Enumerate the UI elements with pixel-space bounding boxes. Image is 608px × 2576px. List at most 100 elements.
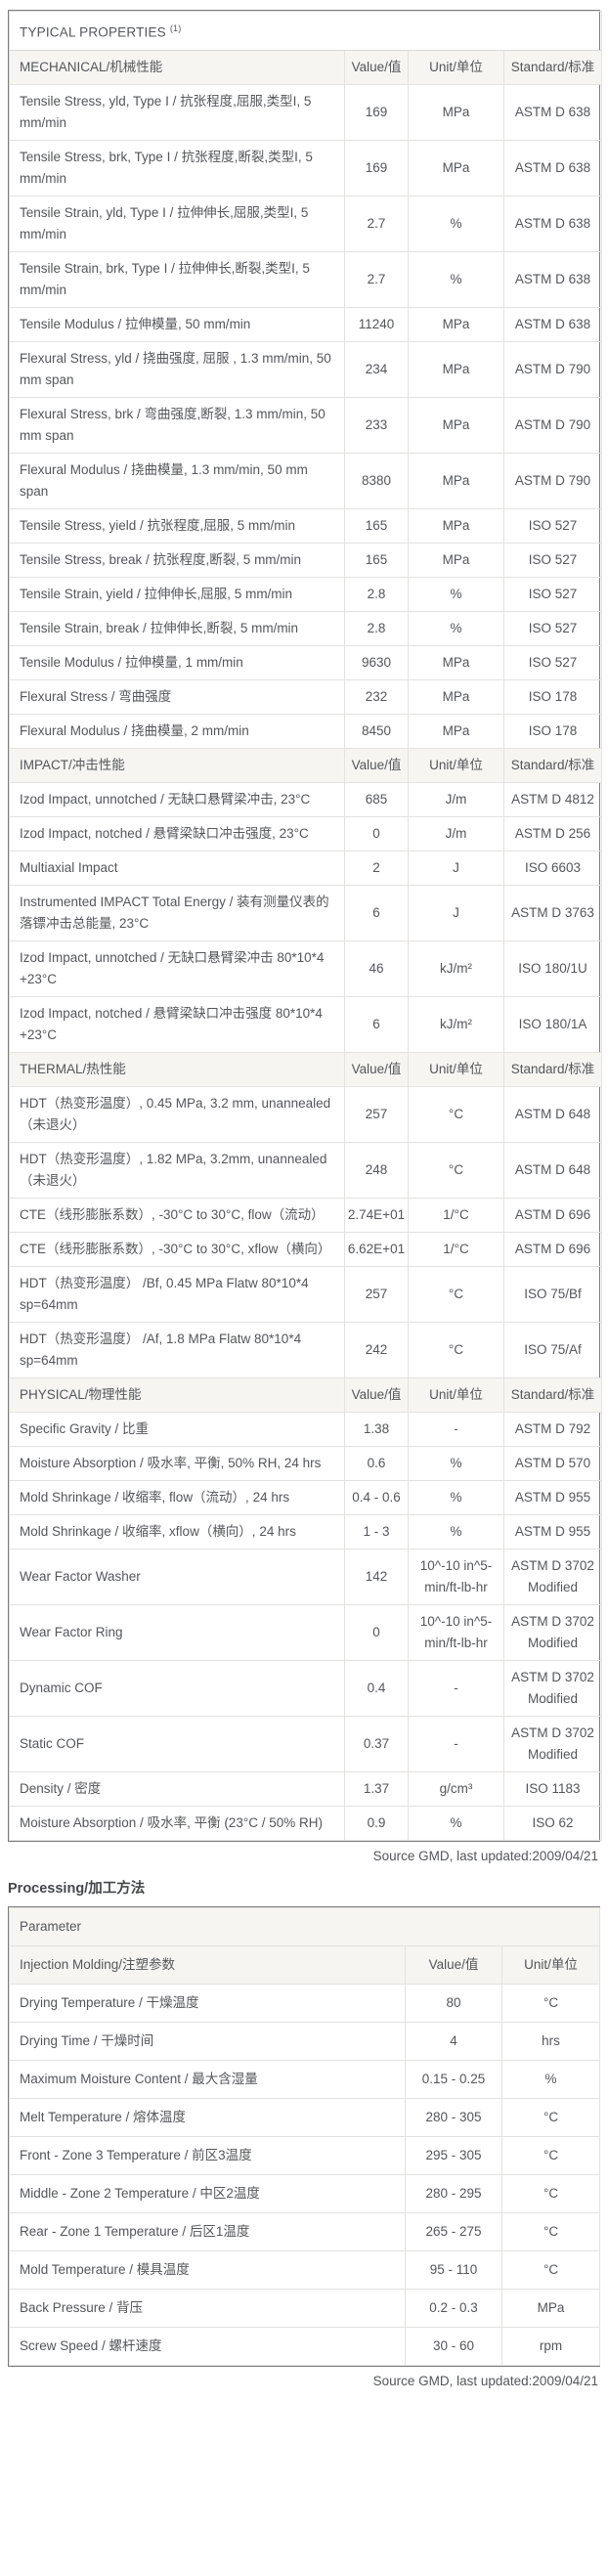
property-row: Izod Impact, notched / 悬臂梁缺口冲击强度 80*10*4… [9,995,603,1053]
property-name-cell: Tensile Modulus / 拉伸模量, 50 mm/min [9,306,345,342]
property-value-cell: 2.74E+01 [344,1197,409,1233]
property-name-cell: Izod Impact, unnotched / 无缺口悬臂梁冲击 80*10*… [9,939,345,997]
property-unit-cell: 10^-10 in^5-min/ft-lb-hr [408,1603,504,1661]
property-value-cell: 2.8 [344,576,409,612]
property-name-cell: Tensile Strain, yield / 拉伸伸长,屈服, 5 mm/mi… [9,576,345,612]
processing-row: Front - Zone 3 Temperature / 前区3温度 295 - … [9,2135,601,2175]
column-header-unit: Unit/单位 [408,1051,504,1087]
footnote-marker: (1) [169,23,182,33]
property-value-cell: 0.4 - 0.6 [344,1479,409,1515]
property-unit-cell: J [408,850,504,886]
property-standard-cell: ASTM D 792 [502,1411,603,1447]
property-name-cell: Tensile Strain, brk, Type I / 拉伸伸长,断裂,类型… [9,250,345,308]
parameter-name-cell: Maximum Moisture Content / 最大含湿量 [9,2059,406,2099]
parameter-name-cell: Screw Speed / 螺杆速度 [9,2326,406,2366]
property-value-cell: 46 [344,939,409,997]
column-header-value: Value/值 [344,747,409,783]
parameter-unit-cell: hrs [500,2021,601,2061]
property-standard-cell: ASTM D 696 [502,1231,603,1267]
property-standard-cell: ASTM D 4812 [502,781,603,817]
column-header-standard: Standard/标准 [502,1051,603,1087]
property-standard-cell: ASTM D 638 [502,139,603,196]
property-standard-cell: ISO 1183 [502,1770,603,1807]
property-standard-cell: ASTM D 648 [502,1141,603,1199]
property-unit-cell: MPa [408,678,504,715]
property-row: Instrumented IMPACT Total Energy / 装有测量仪… [9,884,603,941]
property-name-cell: Moisture Absorption / 吸水率, 平衡, 50% RH, 2… [9,1445,345,1481]
parameter-unit-cell: % [500,2059,601,2099]
property-unit-cell: 1/°C [408,1231,504,1267]
property-unit-cell: J/m [408,781,504,817]
property-row: Tensile Strain, brk, Type I / 拉伸伸长,断裂,类型… [9,250,603,308]
property-row: Flexural Stress / 弯曲强度 232 MPa ISO 178 [9,678,603,715]
property-value-cell: 9630 [344,644,409,680]
property-row: Flexural Stress, brk / 弯曲强度,断裂, 1.3 mm/m… [9,396,603,454]
column-header-unit: Unit/单位 [500,1944,601,1985]
property-standard-cell: ISO 62 [502,1805,603,1841]
datasheet-page: TYPICAL PROPERTIES (1) MECHANICAL/机械性能 Va… [8,10,603,2388]
property-unit-cell: MPa [408,507,504,544]
property-standard-cell: ASTM D 955 [502,1479,603,1515]
property-standard-cell: ASTM D 3702 Modified [502,1659,603,1717]
property-row: Wear Factor Washer 142 10^-10 in^5-min/ft-… [9,1548,603,1605]
property-name-cell: Static COF [9,1715,345,1772]
property-name-cell: Instrumented IMPACT Total Energy / 装有测量仪… [9,884,345,941]
parameter-unit-cell: rpm [500,2326,601,2366]
property-unit-cell: % [408,1513,504,1550]
property-name-cell: Izod Impact, unnotched / 无缺口悬臂梁冲击, 23°C [9,781,345,817]
property-name-cell: CTE（线形膨胀系数）, -30°C to 30°C, flow（流动） [9,1197,345,1233]
parameter-value-cell: 295 - 305 [405,2135,502,2175]
property-unit-cell: % [408,250,504,308]
parameter-name-cell: Back Pressure / 背压 [9,2288,406,2328]
property-value-cell: 2 [344,850,409,886]
column-header-value: Value/值 [344,49,409,85]
property-name-cell: Tensile Modulus / 拉伸模量, 1 mm/min [9,644,345,680]
property-name-cell: Flexural Modulus / 挠曲模量, 1.3 mm/min, 50 … [9,452,345,509]
property-row: CTE（线形膨胀系数）, -30°C to 30°C, xflow（横向） 6.6… [9,1231,603,1267]
property-row: CTE（线形膨胀系数）, -30°C to 30°C, flow（流动） 2.74… [9,1197,603,1233]
property-standard-cell: ASTM D 570 [502,1445,603,1481]
property-standard-cell: ISO 527 [502,576,603,612]
property-unit-cell: kJ/m² [408,939,504,997]
property-value-cell: 169 [344,139,409,196]
property-row: Multiaxial Impact 2 J ISO 6603 [9,850,603,886]
property-unit-cell: MPa [408,644,504,680]
property-value-cell: 0 [344,815,409,851]
property-standard-cell: ISO 178 [502,678,603,715]
property-row: HDT（热变形温度） /Bf, 0.45 MPa Flatw 80*10*4 s… [9,1265,603,1323]
parameter-unit-cell: °C [500,2135,601,2175]
property-name-cell: Tensile Stress, brk, Type I / 抗张程度,断裂,类型… [9,139,345,196]
parameter-header-row: Parameter [8,1906,601,1946]
property-value-cell: 1.38 [344,1411,409,1447]
property-value-cell: 1 - 3 [344,1513,409,1550]
property-unit-cell: g/cm³ [408,1770,504,1807]
parameter-value-cell: 0.2 - 0.3 [405,2288,502,2328]
property-standard-cell: ASTM D 790 [502,396,603,454]
property-unit-cell: 1/°C [408,1197,504,1233]
property-unit-cell: MPa [408,542,504,578]
property-standard-cell: ISO 180/1U [502,939,603,997]
property-standard-cell: ISO 527 [502,644,603,680]
column-header-value: Value/值 [344,1051,409,1087]
property-name-cell: Izod Impact, notched / 悬臂梁缺口冲击强度 80*10*4… [9,995,345,1053]
property-value-cell: 234 [344,340,409,398]
parameter-value-cell: 265 - 275 [405,2211,502,2251]
parameter-name-cell: Middle - Zone 2 Temperature / 中区2温度 [9,2173,406,2213]
property-row: Tensile Stress, yield / 抗张程度,屈服, 5 mm/mi… [9,507,603,544]
property-name-cell: Mold Shrinkage / 收缩率, xflow（横向）, 24 hrs [9,1513,345,1550]
parameter-unit-cell: °C [500,2173,601,2213]
column-header-unit: Unit/单位 [408,49,504,85]
property-value-cell: 11240 [344,306,409,342]
property-row: Tensile Strain, yield / 拉伸伸长,屈服, 5 mm/mi… [9,576,603,612]
property-standard-cell: ASTM D 638 [502,83,603,141]
property-row: Static COF 0.37- ASTM D 3702 Modified [9,1715,603,1772]
property-row: Tensile Strain, yld, Type I / 拉伸伸长,屈服,类型… [9,195,603,252]
property-unit-cell: °C [408,1265,504,1323]
property-value-cell: 685 [344,781,409,817]
property-name-cell: HDT（热变形温度）, 0.45 MPa, 3.2 mm, unannealed… [9,1085,345,1143]
processing-row: Screw Speed / 螺杆速度 30 - 60 rpm [9,2326,601,2366]
property-row: Flexural Modulus / 挠曲模量, 1.3 mm/min, 50 … [9,452,603,509]
property-value-cell: 2.8 [344,610,409,646]
property-row: Izod Impact, unnotched / 无缺口悬臂梁冲击 80*10*… [9,939,603,997]
parameter-name-cell: Drying Time / 干燥时间 [9,2021,406,2061]
